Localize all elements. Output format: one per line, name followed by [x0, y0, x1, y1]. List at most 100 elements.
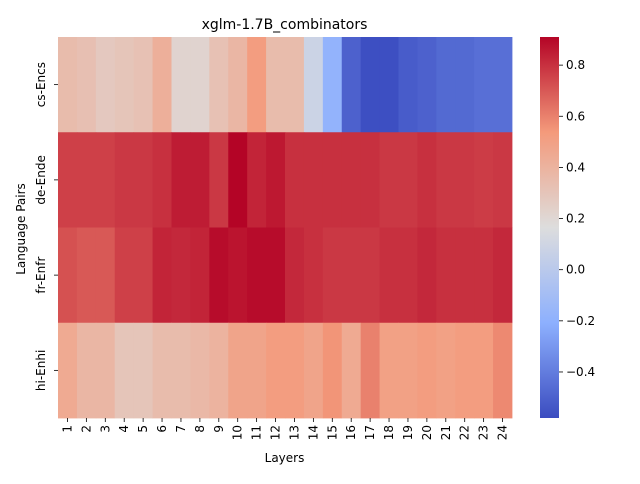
x-tick-label: 16 [344, 425, 358, 440]
heatmap-cell [266, 322, 286, 419]
heatmap-cell [114, 37, 135, 133]
heatmap-cell [303, 322, 324, 419]
heatmap-cell [285, 227, 305, 324]
heatmap-cell [341, 132, 362, 228]
heatmap-cell [228, 37, 248, 133]
heatmap-cell [322, 37, 343, 133]
heatmap-cell [322, 132, 343, 228]
heatmap-cell [58, 322, 78, 419]
colorbar-tick-label: 0.4 [566, 160, 585, 174]
heatmap-cell [303, 37, 324, 133]
colorbar [540, 37, 559, 418]
colorbar-tick-label: −0.4 [566, 365, 595, 379]
heatmap-cell [171, 227, 191, 324]
heatmap-cell [379, 132, 399, 228]
x-axis: 1 2 3 4 5 6 7 8 9 10 11 12 13 14 15 16 17 18 19 20 21 22 23 24 [60, 418, 510, 440]
heatmap-cell [455, 227, 475, 324]
heatmap-cell [285, 37, 305, 133]
heatmap-cell [322, 227, 343, 324]
x-tick-label: 13 [287, 425, 301, 440]
y-tick-label: cs-Encs [34, 62, 48, 107]
heatmap-cell [379, 37, 399, 133]
heatmap-cell [360, 227, 380, 324]
heatmap-cell [76, 227, 97, 324]
heatmap-cell [190, 227, 210, 324]
heatmap-cell [436, 322, 456, 419]
heatmap-cell [95, 132, 116, 228]
heatmap-cell [341, 227, 362, 324]
x-tick-label: 22 [458, 425, 472, 440]
heatmap-cell [266, 227, 286, 324]
heatmap-cell [360, 322, 380, 419]
heatmap-cell [76, 37, 97, 133]
heatmap-cell [171, 322, 191, 419]
heatmap-cell [285, 322, 305, 419]
x-tick-label: 10 [231, 425, 245, 440]
heatmap-cell [455, 132, 475, 228]
y-axis: cs-Encs de-Ende fr-Enfr hi-Enhi [34, 62, 58, 391]
heatmap-cells [58, 37, 513, 419]
heatmap-cell [493, 322, 513, 419]
heatmap-cell [171, 132, 191, 228]
heatmap-cell [303, 227, 324, 324]
heatmap-cell [398, 132, 418, 228]
y-tick-label: de-Ende [34, 155, 48, 205]
heatmap-cell [379, 227, 399, 324]
heatmap-cell [266, 132, 286, 228]
x-tick-label: 18 [382, 425, 396, 440]
heatmap-cell [228, 322, 248, 419]
x-tick-label: 2 [79, 425, 93, 433]
y-tick-label: fr-Enfr [34, 257, 48, 294]
x-tick-label: 7 [174, 425, 188, 433]
x-tick-label: 24 [496, 425, 510, 440]
heatmap-cell [455, 37, 475, 133]
x-tick-label: 20 [420, 425, 434, 440]
x-tick-label: 3 [98, 425, 112, 433]
x-tick-label: 1 [60, 425, 74, 433]
heatmap-cell [58, 37, 78, 133]
heatmap-cell [95, 227, 116, 324]
heatmap-cell [114, 322, 135, 419]
x-tick-label: 8 [193, 425, 207, 433]
heatmap-cell [341, 322, 362, 419]
heatmap-cell [247, 227, 267, 324]
heatmap-cell [133, 227, 153, 324]
heatmap-cell [360, 132, 380, 228]
heatmap-cell [455, 322, 475, 419]
heatmap-cell [417, 227, 437, 324]
heatmap-cell [341, 37, 362, 133]
heatmap-cell [322, 322, 343, 419]
heatmap-cell [436, 132, 456, 228]
y-axis-label: Language Pairs [14, 183, 28, 275]
heatmap-cell [247, 322, 267, 419]
heatmap-cell [114, 132, 135, 228]
colorbar-tick-label: 0.0 [566, 263, 585, 277]
heatmap-cell [474, 132, 494, 228]
heatmap-cell [228, 227, 248, 324]
heatmap-cell [133, 37, 153, 133]
heatmap-cell [417, 132, 437, 228]
heatmap-cell [247, 132, 267, 228]
colorbar-tick-label: 0.8 [566, 58, 585, 72]
x-tick-label: 15 [325, 425, 339, 440]
x-tick-label: 17 [363, 425, 377, 440]
chart-title: xglm-1.7B_combinators [202, 17, 368, 33]
heatmap-cell [209, 37, 229, 133]
heatmap-cell [152, 227, 172, 324]
heatmap-cell [398, 227, 418, 324]
heatmap-cell [58, 227, 78, 324]
x-tick-label: 4 [117, 425, 131, 433]
heatmap-cell [152, 132, 172, 228]
colorbar-tick-label: 0.6 [566, 109, 585, 123]
x-axis-label: Layers [265, 451, 305, 465]
heatmap-cell [474, 227, 494, 324]
heatmap-cell [417, 322, 437, 419]
heatmap-cell [95, 322, 116, 419]
heatmap-cell [95, 37, 116, 133]
heatmap-cell [285, 132, 305, 228]
heatmap-cell [417, 37, 437, 133]
x-tick-label: 11 [250, 425, 264, 440]
heatmap-cell [190, 322, 210, 419]
